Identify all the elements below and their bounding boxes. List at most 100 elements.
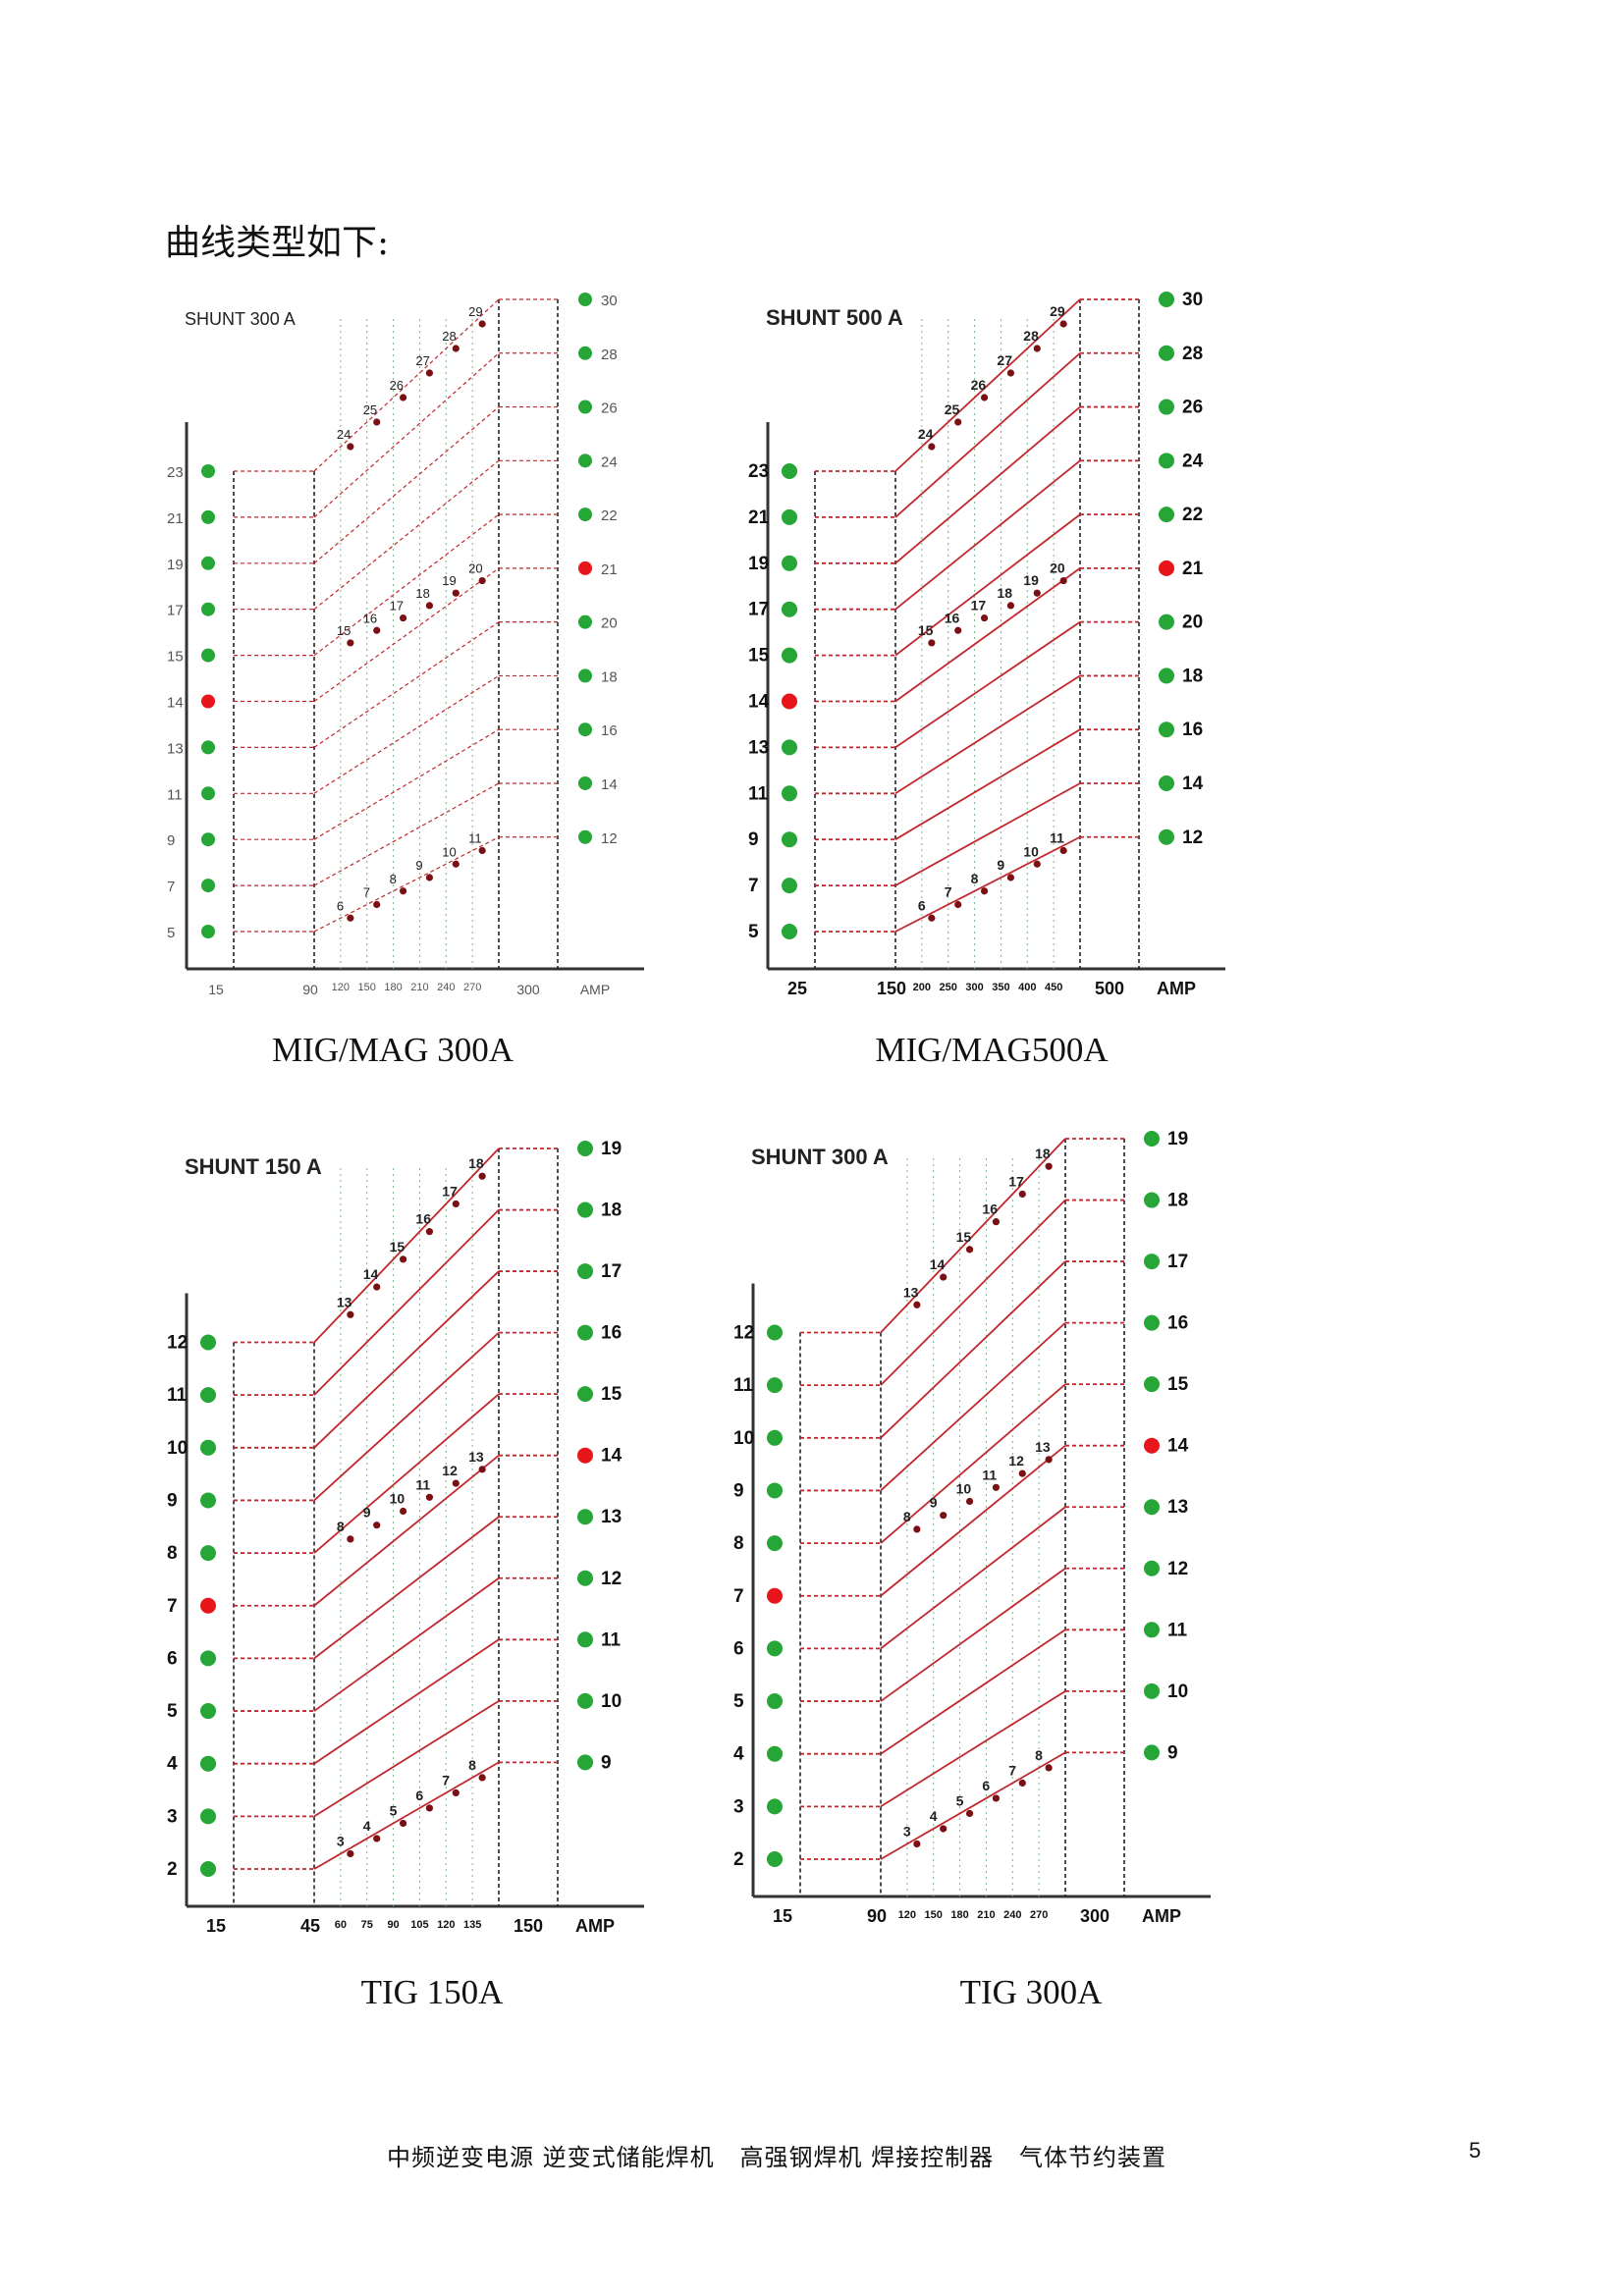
- left-selected-dot: [767, 1587, 783, 1604]
- right-level-label: 14: [601, 1446, 623, 1467]
- diagonal-point-label: 10: [1023, 843, 1039, 859]
- x-tick-label: 150: [514, 1916, 543, 1936]
- diagonal-point-label: 6: [982, 1778, 990, 1793]
- diagonal-point: [965, 1497, 974, 1506]
- diagonal-point-label: 18: [468, 1155, 484, 1171]
- right-level-label: 15: [601, 1384, 623, 1405]
- right-level-label: 18: [1182, 666, 1203, 686]
- diagonal-point: [347, 1849, 354, 1858]
- diagonal-point: [478, 846, 486, 855]
- diagonal-point: [1045, 1764, 1053, 1772]
- left-level-dot: [201, 602, 215, 616]
- left-level-dot: [767, 1640, 783, 1657]
- x-tick-label: 240: [437, 982, 455, 993]
- chart-title: SHUNT 150 A: [185, 1154, 322, 1179]
- chart-title: SHUNT 500 A: [766, 305, 903, 330]
- diagonal-point: [954, 626, 962, 634]
- right-level-label: 13: [601, 1507, 622, 1527]
- left-level-label: 13: [167, 740, 184, 757]
- diagonal-point-label: 17: [390, 599, 404, 614]
- right-level-dot: [1159, 721, 1174, 738]
- diagonal-point-label: 13: [337, 1294, 352, 1309]
- diagonal-point-label: 11: [982, 1467, 997, 1482]
- curve-diagonal: [880, 1568, 1066, 1702]
- left-level-dot: [767, 1745, 783, 1762]
- left-level-dot: [200, 1755, 216, 1772]
- right-level-label: 20: [601, 615, 618, 632]
- left-level-label: 17: [167, 603, 184, 619]
- diagonal-point-label: 7: [945, 884, 952, 900]
- right-level-label: 20: [1182, 613, 1203, 633]
- diagonal-point-label: 15: [918, 622, 934, 638]
- diagonal-point: [913, 1525, 921, 1533]
- right-level-label: 14: [1167, 1436, 1189, 1457]
- diagonal-point-label: 11: [415, 1476, 430, 1492]
- curve-diagonal: [894, 405, 1081, 564]
- left-selected-dot: [782, 693, 797, 710]
- left-level-label: 6: [733, 1638, 744, 1659]
- right-level-label: 16: [601, 1323, 622, 1344]
- x-tick-label: 90: [387, 1919, 399, 1931]
- curve-diagonal: [880, 1506, 1066, 1650]
- right-level-dot: [1144, 1376, 1160, 1393]
- left-level-label: 23: [748, 461, 769, 482]
- diagonal-point: [478, 1774, 486, 1782]
- right-level-dot: [1159, 507, 1174, 523]
- diagonal-point: [347, 1310, 354, 1318]
- left-level-dot: [201, 879, 215, 893]
- right-level-label: 16: [1167, 1313, 1188, 1334]
- diagonal-point-label: 4: [930, 1808, 938, 1824]
- left-level-label: 2: [733, 1849, 744, 1870]
- left-level-label: 4: [167, 1754, 178, 1775]
- right-level-label: 12: [1182, 828, 1203, 848]
- diagonal-point: [425, 1228, 434, 1236]
- curve-diagonal: [313, 1700, 500, 1818]
- left-level-dot: [201, 556, 215, 570]
- x-tick-label: 15: [773, 1906, 792, 1926]
- diagonal-point-label: 10: [956, 1480, 972, 1496]
- right-level-dot: [577, 1570, 593, 1586]
- left-level-label: 19: [748, 554, 769, 574]
- right-level-dot: [578, 454, 592, 468]
- curve-diagonal: [894, 620, 1081, 749]
- right-level-dot: [577, 1509, 593, 1525]
- diagonal-point: [1033, 589, 1041, 597]
- x-unit-label: AMP: [575, 1916, 615, 1936]
- right-level-label: 16: [1182, 720, 1203, 740]
- diagonal-point-label: 6: [337, 898, 344, 913]
- diagonal-point: [913, 1840, 921, 1848]
- right-level-dot: [577, 1631, 593, 1648]
- left-level-label: 5: [733, 1691, 744, 1712]
- right-level-dot: [1144, 1499, 1160, 1516]
- x-tick-label: 90: [302, 982, 318, 997]
- left-level-dot: [782, 831, 797, 848]
- diagonal-point-label: 17: [442, 1183, 458, 1199]
- diagonal-point-label: 29: [468, 304, 482, 319]
- diagonal-point-label: 17: [1008, 1173, 1024, 1189]
- diagonal-point: [399, 1819, 407, 1828]
- curve-diagonal: [894, 352, 1081, 518]
- diagonal-point: [1059, 320, 1067, 328]
- left-level-dot: [782, 785, 797, 802]
- right-selected-dot: [1144, 1437, 1160, 1454]
- right-level-dot: [1144, 1131, 1160, 1147]
- diagonal-point-label: 20: [468, 561, 482, 576]
- left-level-dot: [782, 647, 797, 664]
- right-level-label: 30: [1182, 290, 1203, 310]
- curve-diagonal: [894, 567, 1081, 703]
- right-level-label: 10: [601, 1691, 622, 1712]
- left-level-label: 17: [748, 600, 769, 620]
- right-level-dot: [1159, 828, 1174, 845]
- right-level-label: 17: [1167, 1252, 1188, 1272]
- x-tick-label: 120: [898, 1909, 916, 1921]
- right-level-label: 9: [1167, 1742, 1178, 1763]
- x-tick-label: 500: [1095, 979, 1124, 998]
- right-level-label: 16: [601, 722, 618, 739]
- right-level-dot: [1144, 1560, 1160, 1576]
- x-unit-label: AMP: [1157, 979, 1196, 998]
- x-tick-label: 450: [1045, 982, 1062, 993]
- left-level-label: 11: [748, 783, 769, 804]
- diagonal-point-label: 19: [1023, 572, 1039, 588]
- diagonal-point-label: 28: [442, 329, 456, 344]
